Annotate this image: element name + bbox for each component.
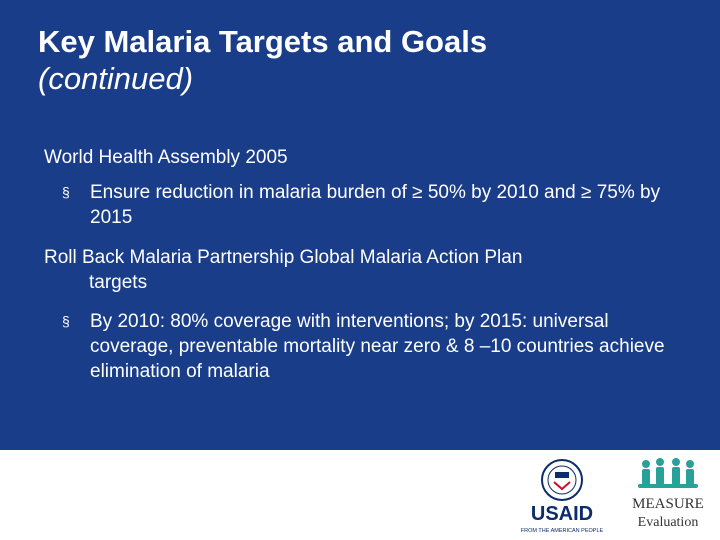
bullet-icon: § <box>62 184 70 200</box>
usaid-seal-band <box>555 472 569 478</box>
slide-title: Key Malaria Targets and Goals <box>38 24 488 59</box>
measure-subtitle: Evaluation <box>638 515 699 530</box>
people-group-icon <box>638 458 698 488</box>
section-heading-rbm-line1: Roll Back Malaria Partnership Global Mal… <box>44 247 523 268</box>
usaid-tagline: FROM THE AMERICAN PEOPLE <box>521 528 604 534</box>
footer: USAID FROM THE AMERICAN PEOPLE MEASURE E… <box>0 450 720 540</box>
section-heading-rbm: Roll Back Malaria Partnership Global Mal… <box>44 245 522 295</box>
title-block: Key Malaria Targets and Goals (continued… <box>38 24 487 98</box>
content-area: Key Malaria Targets and Goals (continued… <box>0 0 720 450</box>
bullet-text-rbm: By 2010: 80% coverage with interventions… <box>90 311 665 382</box>
section-heading-wha: World Health Assembly 2005 <box>44 147 288 168</box>
usaid-seal-inner-ring <box>547 465 577 495</box>
bullet-icon: § <box>62 313 70 329</box>
section-heading-rbm-line2: targets <box>89 272 148 293</box>
bullet-text-wha: Ensure reduction in malaria burden of ≥ … <box>90 182 661 228</box>
measure-wordmark: MEASURE <box>632 496 704 512</box>
slide-subtitle: (continued) <box>38 61 194 96</box>
measure-evaluation-logo: MEASURE Evaluation <box>632 458 704 530</box>
usaid-wordmark: USAID <box>531 503 593 525</box>
usaid-logo: USAID FROM THE AMERICAN PEOPLE <box>521 459 604 534</box>
usaid-seal-handshake <box>553 481 571 491</box>
